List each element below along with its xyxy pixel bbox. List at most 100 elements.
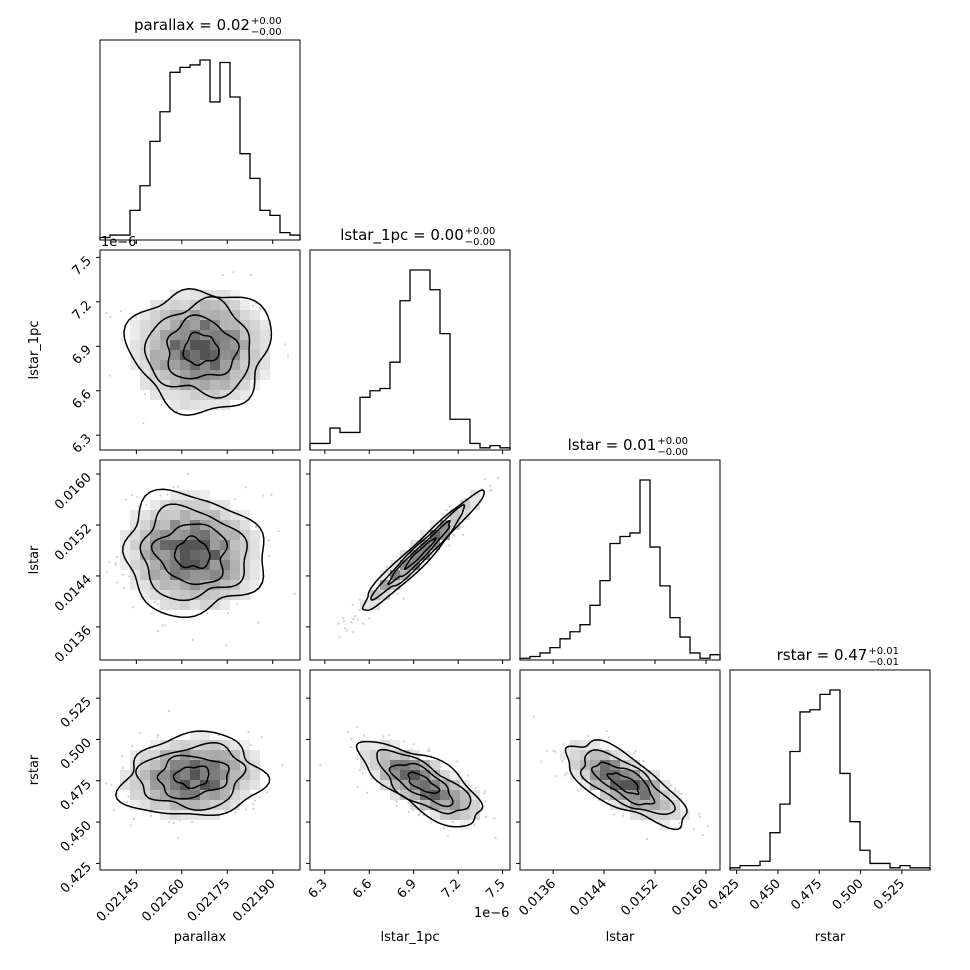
sample-point xyxy=(342,617,345,620)
hist-bin-parallax-7 xyxy=(170,72,180,240)
hist-bin-parallax-9 xyxy=(190,65,200,240)
density-cell xyxy=(250,350,260,360)
sample-point xyxy=(697,812,700,815)
hist-bin-lstar_1pc-18 xyxy=(490,446,500,450)
density-cell xyxy=(120,540,130,550)
density-cell xyxy=(120,550,130,560)
density-cell xyxy=(260,330,270,340)
density-cell xyxy=(180,290,190,300)
density-cell xyxy=(220,340,230,350)
density-cell xyxy=(180,770,190,780)
sample-point xyxy=(206,611,209,615)
density-cell xyxy=(190,290,200,300)
density-cell xyxy=(170,400,180,410)
density-cell xyxy=(360,600,370,610)
density-cell xyxy=(200,350,210,360)
density-cell xyxy=(210,600,220,610)
hist-bin-lstar-4 xyxy=(560,639,570,660)
sample-point xyxy=(484,789,487,792)
sample-point xyxy=(120,338,123,341)
density-cell xyxy=(170,350,180,360)
sample-point xyxy=(622,814,625,817)
density-cell xyxy=(570,760,580,770)
sample-point xyxy=(114,562,117,565)
density-cell xyxy=(220,400,230,410)
sample-point xyxy=(128,575,131,578)
density-cell xyxy=(150,570,160,580)
sample-point xyxy=(160,404,163,407)
density-cell xyxy=(210,800,220,810)
density-cell xyxy=(630,780,640,790)
density-cell xyxy=(230,330,240,340)
hist-bin-lstar-1 xyxy=(530,656,540,660)
density-cell xyxy=(230,530,240,540)
hist-bin-lstar-14 xyxy=(660,586,670,660)
density-cell xyxy=(190,780,200,790)
sample-point xyxy=(172,486,175,489)
sample-point xyxy=(143,393,146,396)
density-cell xyxy=(370,600,380,610)
density-cell xyxy=(130,750,140,760)
density-cell xyxy=(460,820,470,830)
density-cell xyxy=(240,570,250,580)
density-cell xyxy=(170,600,180,610)
density-cell xyxy=(260,370,270,380)
density-cell xyxy=(440,530,450,540)
density-cell xyxy=(170,780,180,790)
density-cell xyxy=(150,330,160,340)
x-tick-label-lstar: 0.0144 xyxy=(567,876,610,919)
density-cell xyxy=(390,790,400,800)
density-cell xyxy=(130,540,140,550)
density-cell xyxy=(390,780,400,790)
sample-point xyxy=(139,731,142,735)
density-cell xyxy=(260,320,270,330)
density-cell xyxy=(420,760,430,770)
density-cell xyxy=(210,760,220,770)
density-cell xyxy=(220,310,230,320)
density-cell xyxy=(210,320,220,330)
density-cell xyxy=(170,560,180,570)
density-cell xyxy=(170,580,180,590)
hist-bin-lstar_1pc-6 xyxy=(370,391,380,450)
density-cell xyxy=(130,580,140,590)
y-tick-label-rstar: 0.425 xyxy=(58,860,95,897)
contour-level-2 xyxy=(388,762,454,808)
density-cell xyxy=(170,740,180,750)
density-cell xyxy=(210,380,220,390)
density-cell xyxy=(220,590,230,600)
hist-bin-parallax-19 xyxy=(290,235,300,240)
density-cell xyxy=(230,560,240,570)
contour-level-1 xyxy=(182,331,220,367)
density-cell xyxy=(200,560,210,570)
sample-point xyxy=(402,740,405,743)
sample-point xyxy=(235,602,239,605)
density-cell xyxy=(250,580,260,590)
title-upper-error: +0.00 xyxy=(657,436,688,447)
density-cell xyxy=(210,350,220,360)
density-cell xyxy=(140,760,150,770)
x-axis-label-rstar: rstar xyxy=(815,930,846,945)
density-cell xyxy=(170,380,180,390)
x-tick-label-lstar_1pc: 6.9 xyxy=(395,876,420,901)
density-cell xyxy=(260,340,270,350)
sample-point xyxy=(418,813,421,816)
density-cell xyxy=(170,810,180,820)
density-cell xyxy=(630,790,640,800)
density-cell xyxy=(170,330,180,340)
density-cell xyxy=(650,770,660,780)
sample-point xyxy=(483,478,486,481)
density-cell xyxy=(410,780,420,790)
title-lstar: lstar = 0.01 +0.00−0.00 xyxy=(568,436,688,458)
panel-lstar_1pc-vs-lstar xyxy=(337,476,500,638)
density-cell xyxy=(180,550,190,560)
density-cell xyxy=(190,390,200,400)
density-cell xyxy=(250,750,260,760)
density-cell xyxy=(260,360,270,370)
density-cell xyxy=(190,790,200,800)
sample-point xyxy=(167,821,171,824)
contour-level-1 xyxy=(403,537,437,571)
y-tick-label-lstar: 0.0160 xyxy=(52,470,95,513)
density-cell xyxy=(140,520,150,530)
density-cell xyxy=(650,790,660,800)
density-cell xyxy=(140,380,150,390)
